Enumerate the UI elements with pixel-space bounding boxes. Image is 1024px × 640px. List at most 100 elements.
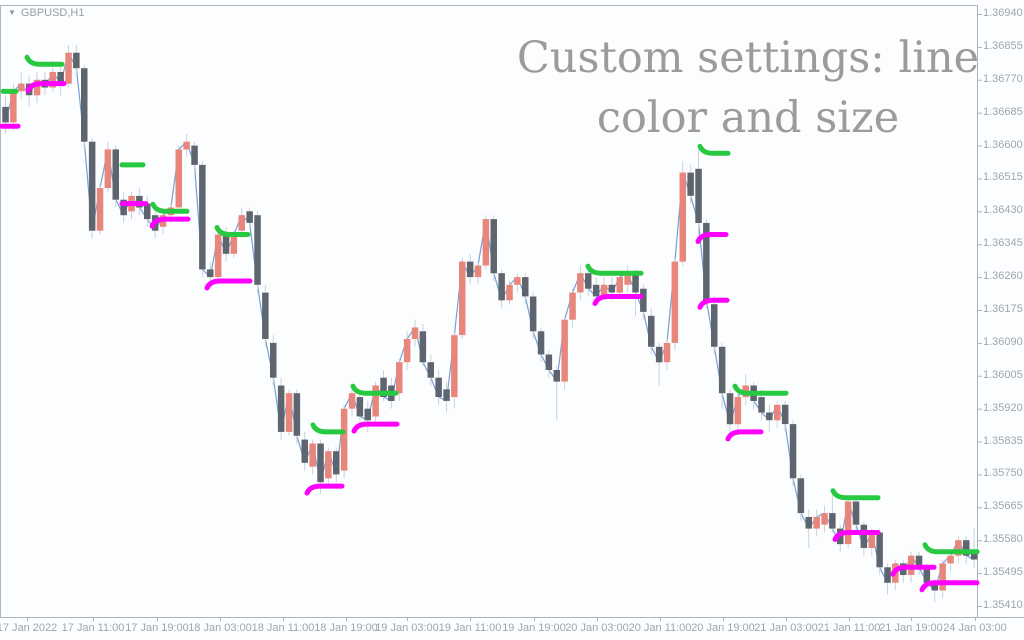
- bear-candle: [923, 567, 931, 583]
- bear-candle: [317, 443, 324, 483]
- bull-candle: [939, 563, 946, 591]
- time-axis[interactable]: 17 Jan 2022 17 Jan 11:00 17 Jan 19:00 18 Ja…: [0, 620, 1024, 640]
- time-axis-label: 17 Jan 11:00: [61, 622, 125, 634]
- fractal-down-line: [832, 530, 881, 542]
- bear-candle: [380, 377, 387, 397]
- time-axis-label: 24 Jan 03:00: [943, 622, 1007, 634]
- bull-candle: [10, 91, 17, 123]
- fractal-up-line: [697, 143, 731, 156]
- fractal-up-line: [830, 488, 881, 501]
- bear-candle: [254, 215, 261, 285]
- close-price-line: [4, 51, 975, 592]
- bull-candle: [18, 83, 25, 92]
- bear-candle: [443, 389, 450, 401]
- fractal-up-line: [310, 422, 346, 435]
- bear-candle: [711, 304, 718, 347]
- bear-candle: [333, 451, 340, 475]
- bull-candle: [65, 52, 72, 84]
- price-axis-label: 1.35580: [983, 533, 1023, 546]
- bear-candle: [277, 385, 285, 432]
- bull-candle: [325, 451, 332, 479]
- fractal-down-line: [592, 294, 644, 306]
- bull-candle: [577, 273, 584, 293]
- time-axis-label: 21 Jan 19:00: [879, 622, 943, 634]
- bull-candle: [411, 327, 419, 339]
- time-axis-label: 21 Jan 03:00: [754, 622, 818, 634]
- fractal-down-line: [697, 297, 730, 310]
- price-axis-label: 1.35920: [983, 401, 1023, 414]
- bear-candle: [726, 393, 734, 425]
- bear-candle: [537, 331, 545, 355]
- bear-candle: [529, 296, 537, 332]
- bull-candle: [33, 79, 41, 96]
- bull-candle: [396, 362, 403, 394]
- bear-candle: [207, 269, 214, 278]
- bear-candle: [545, 354, 553, 370]
- bear-candle: [915, 555, 923, 568]
- bear-candle: [553, 370, 560, 382]
- price-axis-label: 1.36260: [983, 270, 1023, 283]
- time-axis-label: 17 Jan 19:00: [125, 622, 189, 634]
- time-axis-label: 17 Jan 2022: [0, 622, 58, 634]
- bear-candle: [632, 273, 639, 293]
- bull-candle: [214, 234, 222, 278]
- bull-candle: [844, 501, 852, 545]
- bear-candle: [270, 342, 277, 378]
- bear-candle: [860, 524, 868, 548]
- bull-candle: [104, 149, 112, 189]
- fractal-up-line: [150, 201, 190, 214]
- fractal-down-line: [351, 421, 400, 434]
- bear-candle: [789, 424, 797, 479]
- bull-candle: [451, 335, 458, 398]
- bear-candle: [655, 346, 663, 363]
- bull-candle: [96, 188, 104, 231]
- price-axis-label: 1.35495: [983, 566, 1023, 579]
- bull-candle: [813, 517, 820, 529]
- bull-candle: [955, 540, 962, 556]
- bear-candle: [435, 377, 442, 397]
- bull-candle: [309, 443, 316, 467]
- bear-candle: [703, 222, 710, 301]
- bear-candle: [963, 540, 970, 556]
- time-axis-label: 18 Jan 11:00: [251, 622, 315, 634]
- price-axis-label: 1.35410: [983, 599, 1023, 611]
- fractal-up-line: [24, 54, 65, 67]
- price-axis-label: 1.35835: [983, 434, 1023, 447]
- bull-candle: [514, 277, 521, 285]
- bull-candle: [459, 261, 466, 336]
- price-axis-label: 1.36855: [983, 39, 1023, 52]
- bull-candle: [821, 513, 828, 525]
- bear-candle: [781, 404, 789, 425]
- bear-candle: [490, 219, 497, 274]
- bear-candle: [687, 172, 694, 196]
- bear-candle: [466, 261, 474, 278]
- price-axis-label: 1.36175: [983, 303, 1023, 315]
- bull-candle: [506, 284, 513, 301]
- bear-candle: [301, 439, 308, 463]
- bear-candle: [88, 141, 96, 231]
- bear-candle: [805, 517, 812, 529]
- fractal-up-line: [350, 383, 399, 396]
- price-axis-label: 1.36005: [983, 368, 1023, 381]
- symbol-selector[interactable]: ▼ GBPUSD,H1: [8, 7, 85, 19]
- bull-candle: [340, 408, 348, 471]
- bear-candle: [640, 288, 647, 312]
- time-axis-label: 20 Jan 11:00: [628, 622, 692, 634]
- fractal-up-line: [922, 542, 980, 555]
- price-axis-label: 1.36430: [983, 204, 1023, 217]
- bear-candle: [81, 68, 88, 142]
- price-axis[interactable]: 1.36940 1.36855 1.36770 1.36685 1.36600 1.365…: [983, 0, 1024, 617]
- bear-candle: [419, 331, 427, 363]
- bear-candle: [695, 168, 702, 223]
- fractal-up-line: [732, 383, 789, 396]
- fractal-down-line: [25, 81, 67, 94]
- fractal-down-line: [890, 564, 937, 577]
- bear-candle: [112, 149, 119, 200]
- bull-candle: [868, 532, 875, 548]
- bear-candle: [970, 551, 978, 560]
- bull-candle: [734, 397, 742, 425]
- price-axis-label: 1.36940: [983, 7, 1023, 19]
- fractal-down-line: [149, 216, 191, 229]
- bear-candle: [57, 72, 64, 84]
